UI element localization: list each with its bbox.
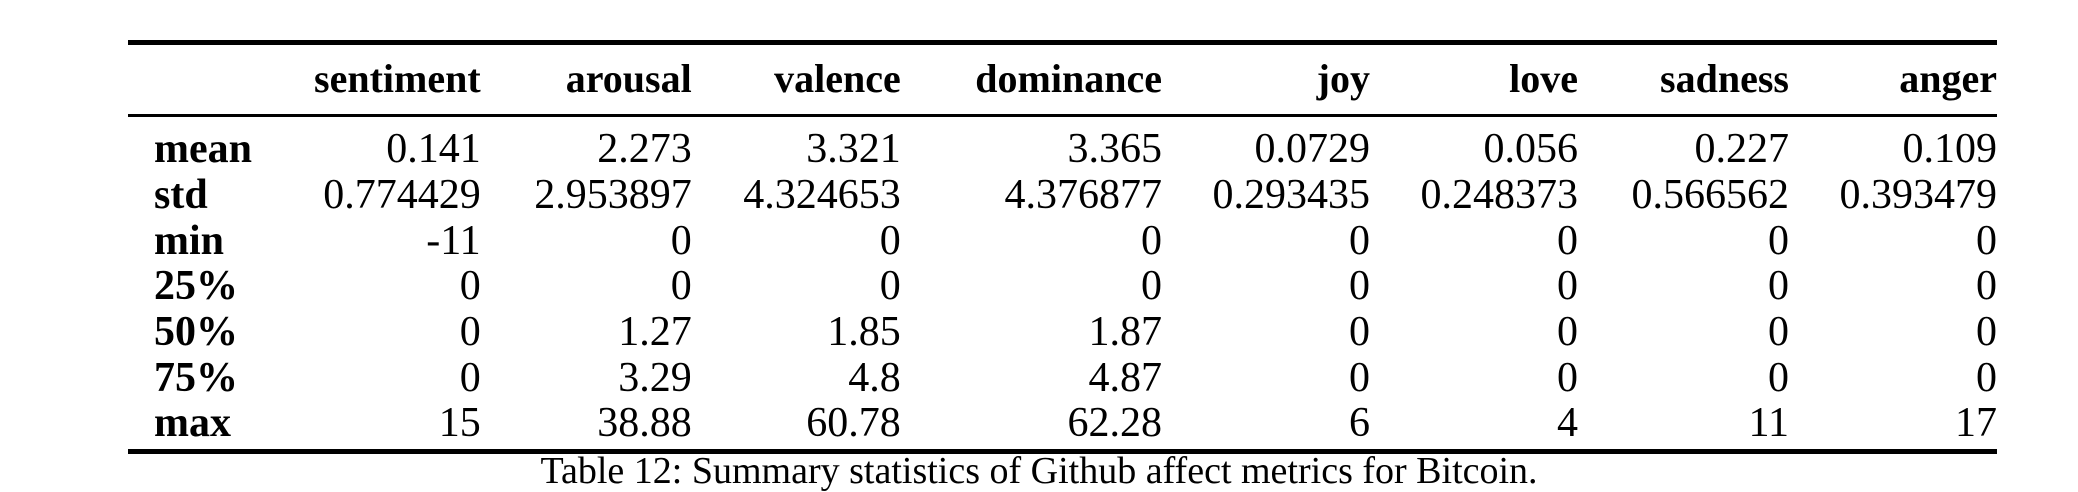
table-row: std 0.774429 2.953897 4.324653 4.376877 … bbox=[128, 173, 1997, 219]
table-caption: Table 12: Summary statistics of Github a… bbox=[540, 450, 1538, 492]
table-cell: 1.27 bbox=[618, 309, 692, 356]
table-bottom-rule bbox=[128, 448, 1997, 454]
table-cell: 6 bbox=[1348, 400, 1370, 447]
table-cell: 0 bbox=[1767, 354, 1789, 401]
table-cell: 0 bbox=[1348, 217, 1370, 264]
table-cell: 0 bbox=[1556, 263, 1578, 310]
table-cell: 0 bbox=[1140, 263, 1162, 310]
table-cell: 0 bbox=[1348, 309, 1370, 356]
table-cell: 0 bbox=[1556, 309, 1578, 356]
table-cell: 3.321 bbox=[806, 126, 901, 173]
table-cell: 0 bbox=[1976, 309, 1997, 356]
table-cell: 0 bbox=[459, 263, 481, 310]
table-cell: 0 bbox=[1556, 217, 1578, 264]
table-cell: 3.29 bbox=[618, 354, 692, 401]
table-cell: 0.109 bbox=[1902, 126, 1998, 173]
table-header-row: sentiment arousal valence dominance joy … bbox=[128, 45, 1997, 112]
table-cell: 0.566562 bbox=[1631, 172, 1789, 219]
table-cell: 0 bbox=[670, 263, 692, 310]
table-cell: 0.056 bbox=[1483, 126, 1578, 173]
table-top-rule bbox=[128, 40, 1997, 45]
table-cell: 2.953897 bbox=[534, 172, 692, 219]
table-row: 75% 0 3.29 4.8 4.87 0 0 0 0 bbox=[128, 355, 1997, 401]
table-cell: 3.365 bbox=[1067, 126, 1162, 173]
header-cell-empty bbox=[128, 45, 299, 112]
stats-table-container: sentiment arousal valence dominance joy … bbox=[128, 40, 1997, 454]
table-cell: 0 bbox=[1348, 354, 1370, 401]
table-cell: 0 bbox=[1140, 217, 1162, 264]
table-cell: 4.8 bbox=[848, 354, 901, 401]
table-cell: 60.78 bbox=[806, 400, 901, 447]
table-cell: 17 bbox=[1955, 400, 1997, 447]
table-row: min -11 0 0 0 0 0 0 0 bbox=[128, 218, 1997, 264]
table-cell: 0 bbox=[1976, 354, 1997, 401]
header-cell-sentiment: sentiment bbox=[314, 56, 481, 101]
table-cell: 0.141 bbox=[386, 126, 481, 173]
table-cell: 0 bbox=[1348, 263, 1370, 310]
table-cell: 0 bbox=[1767, 217, 1789, 264]
table-cell: 0.393479 bbox=[1839, 172, 1998, 219]
row-label: 75% bbox=[154, 354, 238, 401]
table-cell: 0 bbox=[1767, 263, 1789, 310]
table-cell: 0 bbox=[1767, 309, 1789, 356]
row-label: 25% bbox=[154, 263, 238, 310]
table-cell: 0 bbox=[879, 217, 901, 264]
table-cell: 4.87 bbox=[1088, 354, 1162, 401]
table-cell: 15 bbox=[438, 400, 481, 447]
table-row: 50% 0 1.27 1.85 1.87 0 0 0 0 bbox=[128, 310, 1997, 356]
header-cell-love: love bbox=[1509, 56, 1578, 101]
table-cell: 2.273 bbox=[597, 126, 692, 173]
row-label: mean bbox=[154, 126, 252, 173]
table-cell: 0 bbox=[670, 217, 692, 264]
row-label: 50% bbox=[154, 309, 238, 356]
table-row: 25% 0 0 0 0 0 0 0 0 bbox=[128, 264, 1997, 310]
row-label: max bbox=[154, 400, 231, 447]
table-cell: 38.88 bbox=[597, 400, 692, 447]
table-cell: 0.293435 bbox=[1212, 172, 1370, 219]
table-cell: 0.0729 bbox=[1254, 126, 1370, 173]
header-cell-dominance: dominance bbox=[975, 56, 1162, 101]
table-cell: 62.28 bbox=[1067, 400, 1162, 447]
header-cell-joy: joy bbox=[1316, 56, 1370, 101]
table-cell: 0 bbox=[1556, 354, 1578, 401]
summary-statistics-table: sentiment arousal valence dominance joy … bbox=[128, 45, 1997, 112]
table-cell: -11 bbox=[426, 217, 481, 264]
table-row: mean 0.141 2.273 3.321 3.365 0.0729 0.05… bbox=[128, 121, 1997, 173]
table-cell: 0 bbox=[459, 354, 481, 401]
table-cell: 4.376877 bbox=[1004, 172, 1162, 219]
table-cell: 0 bbox=[1976, 217, 1997, 264]
table-cell: 1.85 bbox=[827, 309, 901, 356]
table-cell: 0 bbox=[459, 309, 481, 356]
table-cell: 4.324653 bbox=[743, 172, 901, 219]
header-cell-sadness: sadness bbox=[1660, 56, 1789, 101]
table-cell: 1.87 bbox=[1088, 309, 1162, 356]
row-label: std bbox=[154, 172, 208, 219]
table-header-rule bbox=[128, 114, 1997, 117]
table-cell: 0.227 bbox=[1694, 126, 1789, 173]
row-label: min bbox=[154, 217, 225, 264]
table-cell: 11 bbox=[1748, 400, 1789, 447]
header-cell-anger: anger bbox=[1899, 56, 1997, 101]
table-cell: 0.774429 bbox=[323, 172, 481, 219]
header-cell-arousal: arousal bbox=[565, 56, 692, 101]
table-cell: 4 bbox=[1556, 400, 1578, 447]
table-cell: 0 bbox=[879, 263, 901, 310]
summary-statistics-body: mean 0.141 2.273 3.321 3.365 0.0729 0.05… bbox=[128, 121, 1997, 447]
table-cell: 0 bbox=[1976, 263, 1997, 310]
table-cell: 0.248373 bbox=[1420, 172, 1578, 219]
table-row: max 15 38.88 60.78 62.28 6 4 11 17 bbox=[128, 401, 1997, 447]
header-cell-valence: valence bbox=[774, 56, 901, 101]
